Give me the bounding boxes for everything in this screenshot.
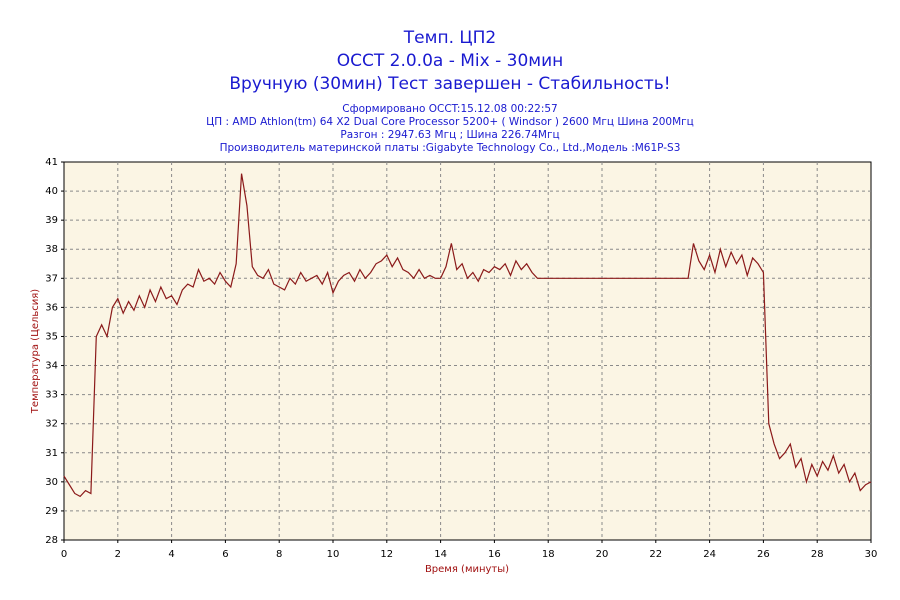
- y-tick-label: 41: [45, 157, 58, 168]
- y-tick-label: 33: [45, 390, 58, 401]
- x-tick-label: 0: [61, 549, 67, 560]
- x-tick-label: 30: [865, 549, 878, 560]
- y-axis-label: Температура (Цельсия): [30, 289, 41, 414]
- y-tick-label: 37: [45, 273, 58, 284]
- x-axis-label: Время (минуты): [425, 564, 509, 575]
- x-tick-label: 22: [649, 549, 662, 560]
- x-tick-label: 24: [703, 549, 716, 560]
- x-tick-label: 10: [327, 549, 340, 560]
- x-tick-label: 6: [222, 549, 228, 560]
- y-tick-label: 30: [45, 477, 58, 488]
- x-tick-label: 4: [168, 549, 174, 560]
- chart-title: Темп. ЦП2: [403, 28, 496, 48]
- info-line: Разгон : 2947.63 Мгц ; Шина 226.74Мгц: [340, 129, 559, 141]
- y-tick-label: 34: [45, 361, 58, 372]
- y-tick-label: 35: [45, 331, 58, 342]
- x-tick-label: 26: [757, 549, 770, 560]
- plot-area: [63, 161, 872, 541]
- x-tick-label: 2: [115, 549, 121, 560]
- chart-subtitle: Вручную (30мин) Тест завершен - Стабильн…: [229, 74, 670, 94]
- y-tick-label: 39: [45, 215, 58, 226]
- y-tick-label: 32: [45, 419, 58, 430]
- y-tick-label: 40: [45, 186, 58, 197]
- y-tick-label: 29: [45, 506, 58, 517]
- chart-subtitle: OCCT 2.0.0a - Mix - 30мин: [337, 51, 564, 71]
- y-tick-label: 31: [45, 448, 58, 459]
- x-tick-label: 28: [811, 549, 824, 560]
- x-tick-label: 16: [488, 549, 501, 560]
- y-tick-label: 38: [45, 244, 58, 255]
- x-tick-label: 12: [380, 549, 393, 560]
- info-line: Производитель материнской платы :Gigabyt…: [220, 142, 681, 154]
- info-line: ЦП : AMD Athlon(tm) 64 X2 Dual Core Proc…: [206, 116, 694, 128]
- x-tick-label: 14: [434, 549, 447, 560]
- y-tick-label: 36: [45, 302, 58, 313]
- data-line: [63, 173, 872, 498]
- x-tick-label: 20: [596, 549, 609, 560]
- x-tick-label: 8: [276, 549, 282, 560]
- info-line: Сформировано OCCT:15.12.08 00:22:57: [342, 103, 557, 115]
- y-tick-label: 28: [45, 535, 58, 546]
- x-tick-label: 18: [542, 549, 555, 560]
